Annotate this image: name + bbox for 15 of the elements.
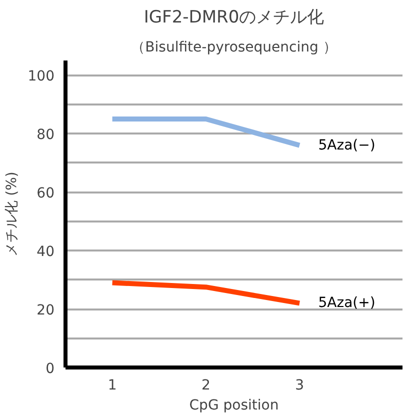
y-tick-label: 80 bbox=[36, 127, 55, 144]
y-tick-label: 60 bbox=[36, 186, 55, 202]
series-label: 5Aza(−) bbox=[318, 137, 376, 154]
series-label: 5Aza(+) bbox=[318, 295, 376, 312]
chart-subtitle: （Bisulfite-pyrosequencing ） bbox=[131, 40, 337, 56]
y-axis-title: メチル化 (%) bbox=[4, 172, 20, 256]
x-axis-title: CpG position bbox=[189, 398, 279, 414]
chart-title: IGF2-DMR0のメチル化 bbox=[144, 8, 324, 28]
y-tick-label: 20 bbox=[36, 302, 55, 319]
y-tick-label: 0 bbox=[46, 361, 55, 377]
y-tick-label: 100 bbox=[28, 68, 55, 85]
y-tick-label: 40 bbox=[36, 244, 55, 260]
x-tick-label: 3 bbox=[295, 378, 304, 394]
x-tick-label: 1 bbox=[108, 378, 117, 394]
x-tick-label: 2 bbox=[201, 378, 210, 394]
